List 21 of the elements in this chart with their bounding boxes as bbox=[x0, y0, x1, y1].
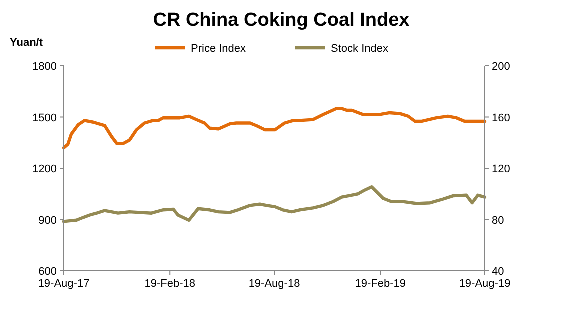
y-tick-label: 1800 bbox=[32, 61, 57, 73]
x-tick-label: 19-Aug-17 bbox=[38, 278, 90, 290]
line-series bbox=[62, 107, 487, 150]
legend-label: Price Index bbox=[191, 43, 247, 55]
chart-title: CR China Coking Coal Index bbox=[153, 10, 410, 31]
y2-tick-label: 40 bbox=[492, 266, 504, 278]
y2-tick-label: 160 bbox=[492, 112, 510, 124]
x-tick-label: 19-Feb-19 bbox=[355, 278, 406, 290]
x-tick-label: 19-Feb-18 bbox=[144, 278, 196, 290]
y-tick-label: 900 bbox=[38, 214, 57, 227]
y-tick-label: 600 bbox=[38, 266, 57, 278]
y2-tick-label: 200 bbox=[492, 61, 510, 73]
x-tick-label: 19-Aug-19 bbox=[459, 278, 511, 290]
x-tick-label: 19-Aug-18 bbox=[248, 278, 300, 290]
y2-tick-label: 120 bbox=[492, 164, 510, 176]
line-series bbox=[62, 185, 487, 224]
legend-label: Stock Index bbox=[331, 43, 389, 55]
y-tick-label: 1200 bbox=[32, 164, 57, 176]
y-tick-label: 1500 bbox=[32, 112, 57, 124]
y-axis-title: Yuan/t bbox=[10, 37, 44, 49]
y2-tick-label: 80 bbox=[492, 214, 504, 227]
